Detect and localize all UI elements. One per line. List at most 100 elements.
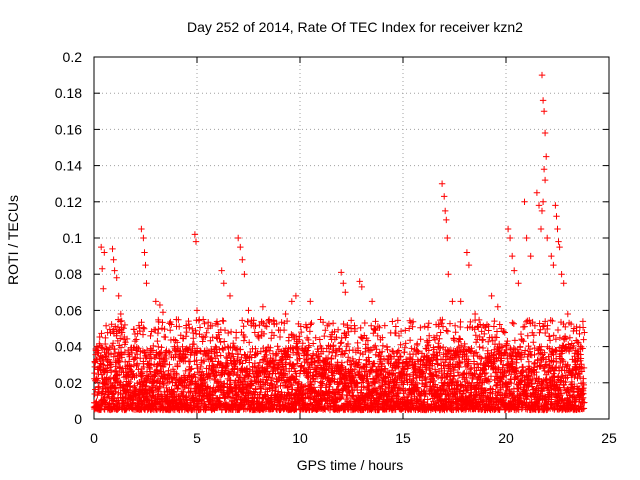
data-point bbox=[409, 323, 416, 330]
data-point bbox=[133, 343, 140, 351]
data-point bbox=[227, 377, 234, 384]
data-point bbox=[521, 323, 528, 330]
data-point bbox=[237, 346, 244, 353]
data-point bbox=[196, 324, 204, 331]
data-point bbox=[118, 317, 125, 325]
data-point bbox=[554, 326, 562, 334]
data-point bbox=[425, 320, 432, 327]
data-point bbox=[190, 340, 198, 348]
data-point bbox=[261, 392, 268, 399]
data-point bbox=[261, 322, 269, 330]
data-point bbox=[212, 343, 219, 350]
data-point bbox=[546, 333, 553, 340]
data-point bbox=[229, 350, 236, 357]
data-point bbox=[476, 343, 483, 351]
data-point bbox=[165, 367, 172, 374]
data-point bbox=[141, 325, 148, 332]
data-point bbox=[232, 360, 239, 368]
data-point bbox=[166, 349, 174, 356]
data-point bbox=[173, 370, 180, 377]
data-point bbox=[95, 384, 102, 391]
axis-ticks bbox=[93, 56, 610, 420]
data-point bbox=[160, 381, 167, 389]
data-point bbox=[392, 323, 399, 330]
data-point bbox=[566, 334, 574, 341]
data-point bbox=[271, 401, 278, 409]
data-point bbox=[276, 333, 284, 341]
data-point bbox=[111, 395, 118, 402]
data-point bbox=[117, 335, 124, 342]
data-point bbox=[182, 367, 189, 375]
data-point bbox=[147, 361, 155, 369]
data-point bbox=[361, 319, 368, 327]
data-point bbox=[91, 369, 98, 377]
data-point bbox=[493, 334, 500, 341]
data-point bbox=[117, 318, 124, 325]
data-point bbox=[203, 329, 210, 336]
x-tick-labels: 0 5 10 15 20 25 bbox=[90, 430, 617, 446]
data-point bbox=[166, 361, 173, 368]
data-point bbox=[444, 328, 451, 335]
y-tick-label: 0.12 bbox=[55, 194, 82, 210]
data-point bbox=[108, 321, 115, 328]
data-point bbox=[389, 318, 396, 325]
data-point bbox=[267, 344, 274, 351]
data-point bbox=[147, 370, 155, 378]
data-point bbox=[200, 334, 207, 341]
data-point bbox=[424, 324, 432, 331]
data-point bbox=[296, 336, 303, 343]
data-point bbox=[321, 332, 328, 340]
y-tick-label: 0.04 bbox=[55, 339, 82, 355]
data-point bbox=[161, 325, 168, 333]
data-point bbox=[220, 317, 227, 325]
data-point bbox=[308, 319, 315, 327]
data-point bbox=[340, 320, 347, 328]
data-point bbox=[116, 358, 123, 365]
data-point bbox=[156, 384, 164, 391]
data-point bbox=[238, 354, 245, 361]
data-point bbox=[161, 360, 169, 367]
data-point bbox=[117, 344, 125, 351]
data-point bbox=[457, 318, 464, 326]
data-point bbox=[152, 400, 160, 407]
data-point bbox=[179, 343, 186, 350]
data-point bbox=[485, 327, 492, 334]
data-point bbox=[278, 319, 285, 326]
data-point bbox=[140, 363, 147, 371]
data-point bbox=[174, 362, 181, 370]
data-point bbox=[143, 353, 150, 361]
data-point bbox=[525, 342, 532, 350]
data-point bbox=[110, 353, 117, 360]
data-point bbox=[501, 329, 508, 336]
y-tick-label: 0.02 bbox=[55, 375, 82, 391]
data-point bbox=[511, 337, 519, 344]
data-point bbox=[496, 321, 503, 328]
y-tick-label: 0.06 bbox=[55, 302, 82, 318]
data-point bbox=[240, 323, 247, 330]
data-point bbox=[290, 361, 297, 368]
data-point bbox=[291, 376, 299, 383]
data-point bbox=[118, 354, 126, 361]
data-point bbox=[138, 319, 145, 326]
data-point bbox=[275, 388, 282, 395]
data-point bbox=[266, 370, 273, 378]
data-point bbox=[186, 324, 193, 331]
data-point bbox=[256, 359, 263, 366]
data-point bbox=[98, 344, 105, 351]
data-point bbox=[291, 365, 298, 372]
data-point bbox=[357, 324, 364, 332]
data-point bbox=[295, 350, 302, 357]
data-point bbox=[517, 330, 525, 338]
data-point bbox=[510, 320, 517, 327]
x-tick-label: 5 bbox=[193, 430, 201, 446]
data-point bbox=[472, 339, 480, 346]
x-tick-label: 20 bbox=[498, 430, 514, 446]
data-point bbox=[187, 366, 194, 373]
y-tick-label: 0.16 bbox=[55, 121, 82, 137]
data-point bbox=[177, 378, 185, 385]
data-point bbox=[217, 352, 224, 359]
data-point bbox=[263, 323, 270, 330]
data-point bbox=[190, 335, 197, 342]
data-point bbox=[131, 337, 139, 345]
data-point bbox=[168, 321, 175, 328]
